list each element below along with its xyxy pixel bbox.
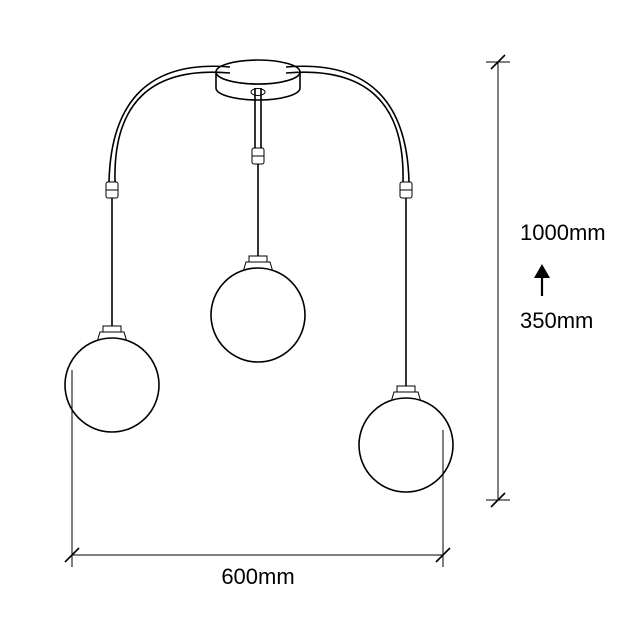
pendant-arms xyxy=(65,66,453,492)
arm-right xyxy=(286,66,453,492)
height-dimension-line xyxy=(486,55,510,507)
height-max-dimension-label: 1000mm xyxy=(520,220,606,245)
arm-center xyxy=(211,88,305,362)
ceiling-canopy xyxy=(216,60,300,100)
height-min-dimension-label: 350mm xyxy=(520,308,593,333)
width-dimension-label: 600mm xyxy=(221,564,294,589)
pendant-lamp-diagram: 600mm 1000mm 350mm xyxy=(0,0,620,620)
up-arrow-icon xyxy=(534,264,550,296)
arm-left xyxy=(65,66,230,432)
